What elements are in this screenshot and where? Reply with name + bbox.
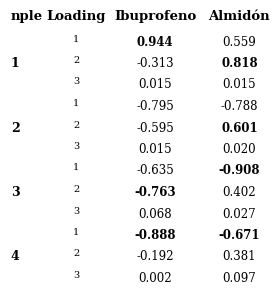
Text: 2: 2 <box>73 56 79 65</box>
Text: 0.015: 0.015 <box>222 79 256 91</box>
Text: 0.015: 0.015 <box>138 79 172 91</box>
Text: 2: 2 <box>73 185 79 194</box>
Text: 2: 2 <box>73 121 79 129</box>
Text: 1: 1 <box>73 228 79 237</box>
Text: -0.788: -0.788 <box>221 100 258 113</box>
Text: 0.068: 0.068 <box>138 207 172 221</box>
Text: 3: 3 <box>73 207 79 215</box>
Text: 1: 1 <box>73 163 79 173</box>
Text: 4: 4 <box>11 251 20 263</box>
Text: Ibuprofeno: Ibuprofeno <box>114 10 196 23</box>
Text: -0.763: -0.763 <box>134 186 176 199</box>
Text: 1: 1 <box>73 99 79 108</box>
Text: 3: 3 <box>11 186 20 199</box>
Text: 2: 2 <box>11 121 20 135</box>
Text: 0.601: 0.601 <box>221 121 258 135</box>
Text: 0.381: 0.381 <box>222 251 256 263</box>
Text: -0.313: -0.313 <box>136 57 174 70</box>
Text: 0.818: 0.818 <box>221 57 258 70</box>
Text: 1: 1 <box>11 57 20 70</box>
Text: -0.635: -0.635 <box>136 165 174 177</box>
Text: -0.671: -0.671 <box>219 229 260 242</box>
Text: -0.192: -0.192 <box>136 251 174 263</box>
Text: 0.002: 0.002 <box>138 272 172 285</box>
Text: 0.402: 0.402 <box>222 186 256 199</box>
Text: -0.908: -0.908 <box>219 165 260 177</box>
Text: 2: 2 <box>73 249 79 259</box>
Text: 3: 3 <box>73 77 79 87</box>
Text: 0.020: 0.020 <box>222 143 256 156</box>
Text: 0.559: 0.559 <box>222 35 256 48</box>
Text: 3: 3 <box>73 271 79 280</box>
Text: 0.027: 0.027 <box>222 207 256 221</box>
Text: 0.944: 0.944 <box>137 35 173 48</box>
Text: 0.097: 0.097 <box>222 272 256 285</box>
Text: -0.595: -0.595 <box>136 121 174 135</box>
Text: 1: 1 <box>73 35 79 43</box>
Text: 0.015: 0.015 <box>138 143 172 156</box>
Text: 3: 3 <box>73 142 79 151</box>
Text: Loading: Loading <box>47 10 106 23</box>
Text: Almidón: Almidón <box>209 10 270 23</box>
Text: -0.795: -0.795 <box>136 100 174 113</box>
Text: nple: nple <box>11 10 43 23</box>
Text: -0.888: -0.888 <box>134 229 176 242</box>
